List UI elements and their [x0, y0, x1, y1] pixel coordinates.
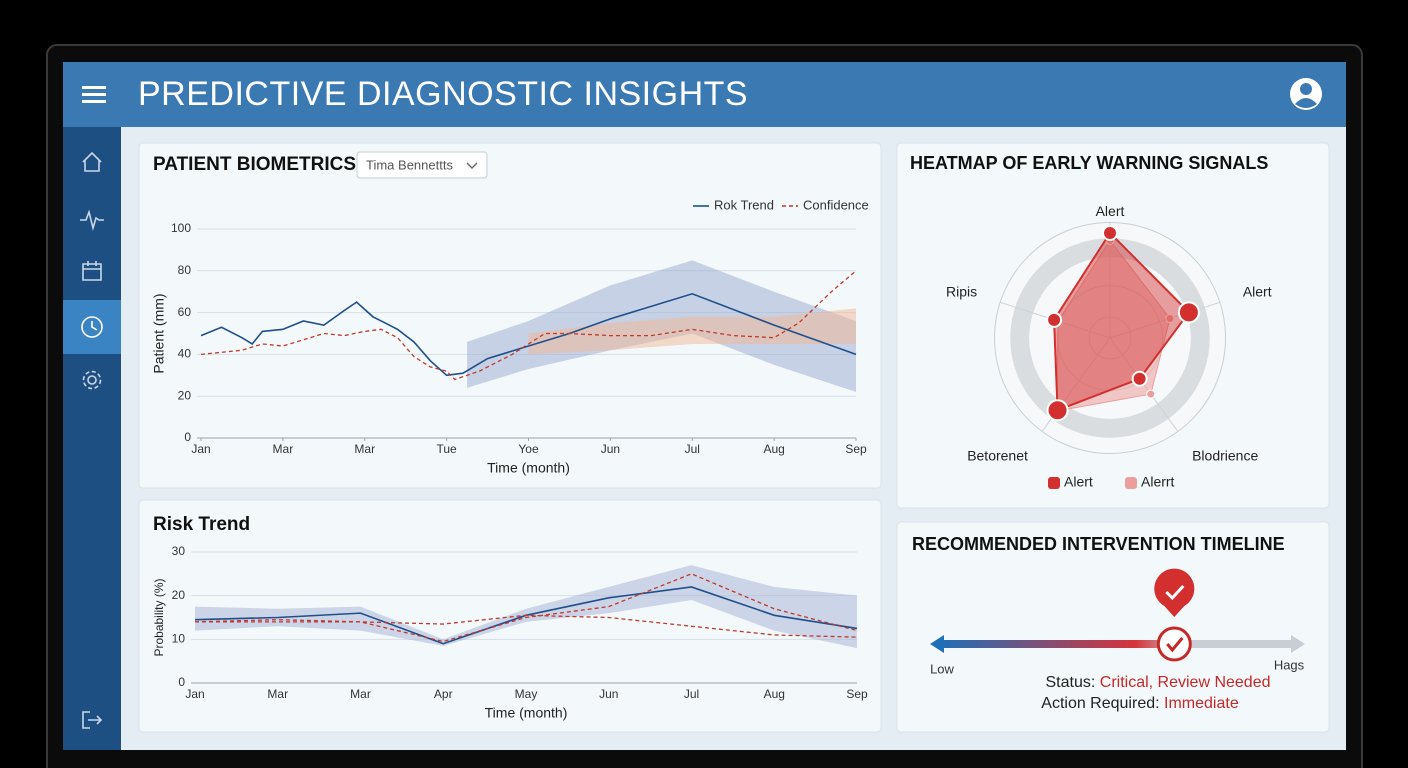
series-line [200, 292, 857, 377]
status-label: Status: [1046, 674, 1096, 691]
alert-pin [1154, 568, 1195, 617]
radar-point [1177, 301, 1200, 324]
series-line [194, 573, 858, 643]
x-tick-label: Mar [267, 687, 288, 701]
x-tick-label: Mar [273, 442, 294, 456]
pin-check [1165, 584, 1185, 601]
radar-point [1102, 225, 1118, 241]
status-value: Critical, Review Needed [1100, 674, 1271, 691]
radar-axis-label: Blodrience [1192, 447, 1258, 463]
logout-icon[interactable] [82, 711, 103, 729]
header-bar [63, 62, 1346, 127]
x-tick-label: Jan [185, 687, 204, 701]
confidence-band [528, 308, 856, 355]
legend-label: Confidence [803, 197, 869, 212]
radar-axis-label: Alert [1243, 283, 1272, 299]
x-tick-label: Sep [845, 442, 867, 456]
radar-point [1146, 389, 1156, 399]
series-line [200, 270, 857, 381]
header-title: PREDICTIVE DIAGNOSTIC INSIGHTS [138, 75, 748, 113]
chart-title: Risk Trend [153, 514, 250, 535]
radar-axis-label: Alert [1096, 203, 1125, 219]
radar-point [1046, 399, 1069, 422]
x-tick-label: Sep [846, 687, 868, 701]
x-tick-label: Jul [684, 687, 699, 701]
timeline-panel [896, 521, 1330, 733]
y-tick-label: 0 [178, 675, 185, 689]
chart-title: PATIENT BIOMETRICS [153, 154, 356, 175]
x-tick-label: Jun [601, 442, 620, 456]
timeline-high: Hags [1274, 657, 1305, 672]
x-tick-label: Mar [350, 687, 371, 701]
x-tick-label: Aug [764, 687, 785, 701]
x-tick-label: Aug [763, 442, 784, 456]
y-tick-label: 30 [172, 544, 186, 558]
timeline-arrow [930, 635, 1305, 653]
radar-area [1053, 231, 1191, 412]
series-line [195, 614, 858, 638]
y-axis-label: Probability (%) [152, 578, 166, 656]
y-tick-label: 80 [178, 263, 192, 277]
x-tick-label: Yoe [518, 442, 539, 456]
patient-name: Tima Bennettts [366, 157, 453, 172]
chart-title: HEATMAP OF EARLY WARNING SIGNALS [910, 153, 1268, 173]
confidence-band [195, 565, 857, 649]
marker-check [1166, 637, 1184, 653]
menu-button[interactable] [82, 86, 106, 103]
y-tick-label: 60 [178, 305, 192, 319]
radar-point [1046, 311, 1063, 328]
x-tick-label: May [515, 687, 538, 701]
home-icon[interactable] [82, 151, 102, 172]
timeline-marker [1156, 626, 1192, 662]
radar-area [1056, 239, 1171, 412]
x-axis-label: Time (month) [485, 705, 568, 721]
vitals-icon[interactable] [80, 209, 104, 232]
legend-label: Rok Trend [714, 197, 774, 212]
status-line: Status: Critical, Review Needed [1046, 674, 1271, 691]
legend-swatch [1125, 477, 1137, 489]
user-avatar[interactable] [1290, 78, 1322, 110]
x-tick-label: Jul [685, 442, 700, 456]
radar-point [1131, 370, 1148, 387]
radar-point [1165, 314, 1175, 324]
y-tick-label: 20 [178, 388, 192, 402]
legend-label: Alert [1064, 474, 1093, 490]
patient-dropdown[interactable]: Tima Bennettts [356, 151, 488, 179]
calendar-icon[interactable] [82, 261, 102, 281]
y-tick-label: 10 [172, 632, 186, 646]
x-tick-label: Mar [354, 442, 375, 456]
y-tick-label: 100 [171, 221, 191, 235]
y-tick-label: 0 [184, 430, 191, 444]
timeline-title: RECOMMENDED INTERVENTION TIMELINE [912, 534, 1285, 554]
x-tick-label: Apr [434, 687, 453, 701]
y-tick-label: 40 [178, 347, 192, 361]
legend-swatch [1048, 477, 1060, 489]
y-axis-label: Patient (mm) [151, 293, 167, 373]
action-line: Action Required: Immediate [1041, 695, 1239, 712]
radar-axis-label: Betorenet [967, 447, 1028, 463]
x-tick-label: Tue [437, 442, 458, 456]
legend-label: Alerrt [1141, 474, 1175, 490]
x-axis-label: Time (month) [487, 460, 570, 476]
timeline-low: Low [930, 661, 954, 676]
y-tick-label: 20 [172, 588, 186, 602]
action-value: Immediate [1164, 695, 1239, 712]
action-label: Action Required: [1041, 695, 1159, 712]
x-tick-label: Jun [599, 687, 618, 701]
sidebar [63, 127, 121, 750]
radar-axis-label: Ripis [946, 283, 977, 299]
history-icon[interactable] [81, 316, 103, 338]
x-tick-label: Jan [191, 442, 210, 456]
settings-icon[interactable] [82, 370, 102, 390]
